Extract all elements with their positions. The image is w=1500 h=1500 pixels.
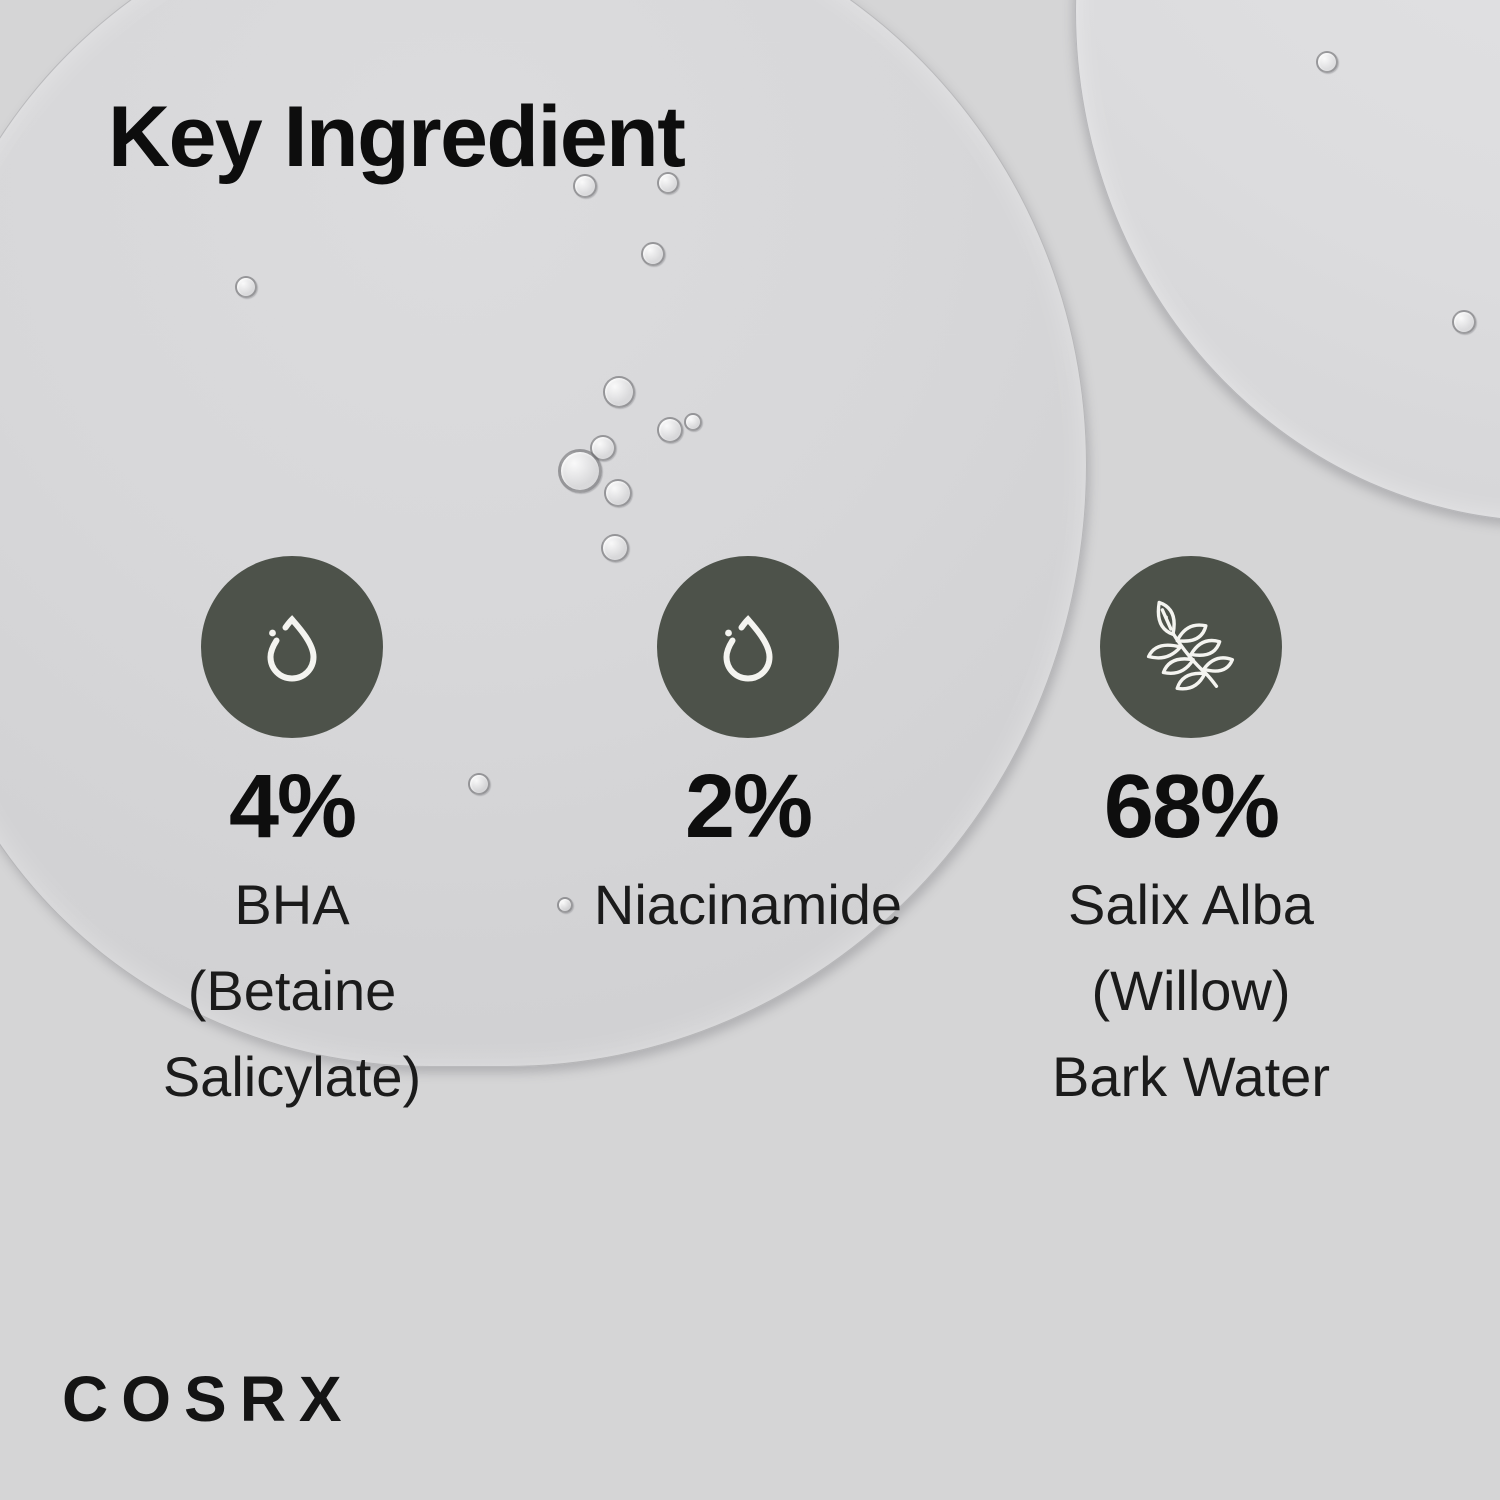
percent-value: 2%: [684, 757, 813, 857]
ingredient-card-bha: 4% BHA (Betaine Salicylate): [62, 556, 522, 1120]
ingredient-card-willow-bark: 68% Salix Alba (Willow) Bark Water: [961, 556, 1421, 1120]
percent-value: 68%: [1103, 757, 1280, 857]
air-bubble: [657, 417, 683, 443]
ingredient-name-line: BHA: [234, 873, 350, 936]
ingredient-name-line: Salicylate): [162, 1045, 422, 1108]
ingredient-name-line: Salix Alba: [1068, 873, 1314, 936]
air-bubble: [684, 413, 702, 431]
air-bubble: [558, 449, 602, 493]
air-bubble: [235, 276, 257, 298]
air-bubble: [601, 534, 629, 562]
ingredient-name-line: Bark Water: [1052, 1045, 1330, 1108]
ingredient-name-line: (Willow): [1091, 959, 1291, 1022]
air-bubble: [603, 376, 635, 408]
brand-logo: COSRX: [62, 1363, 355, 1435]
liquid-droplet-top-right: [1075, 0, 1500, 522]
liquid-droplet-large: [0, 0, 1087, 1067]
ingredient-name: BHA (Betaine Salicylate): [163, 862, 421, 1120]
percent-value: 4%: [228, 757, 357, 857]
air-bubble: [573, 174, 597, 198]
page-title: Key Ingredient: [108, 89, 686, 185]
ingredient-name-line: Niacinamide: [593, 873, 903, 936]
ingredient-card-niacinamide: 2% Niacinamide: [518, 556, 978, 948]
air-bubble: [468, 773, 490, 795]
air-bubble: [590, 435, 616, 461]
air-bubble: [1452, 310, 1476, 334]
niacinamide-icon-circle: [657, 556, 839, 738]
air-bubble: [557, 897, 573, 913]
air-bubble: [657, 172, 679, 194]
ingredient-name: Salix Alba (Willow) Bark Water: [1052, 862, 1330, 1120]
willow-icon-circle: [1100, 556, 1282, 738]
bha-icon-circle: [201, 556, 383, 738]
water-drop-icon: [723, 615, 773, 682]
water-drop-icon: [267, 615, 317, 682]
air-bubble: [1316, 51, 1338, 73]
willow-branch-icon: [1146, 600, 1235, 691]
air-bubble: [641, 242, 665, 266]
ingredient-name-line: (Betaine: [187, 959, 397, 1022]
air-bubble: [604, 479, 632, 507]
ingredient-name: Niacinamide: [594, 862, 902, 948]
